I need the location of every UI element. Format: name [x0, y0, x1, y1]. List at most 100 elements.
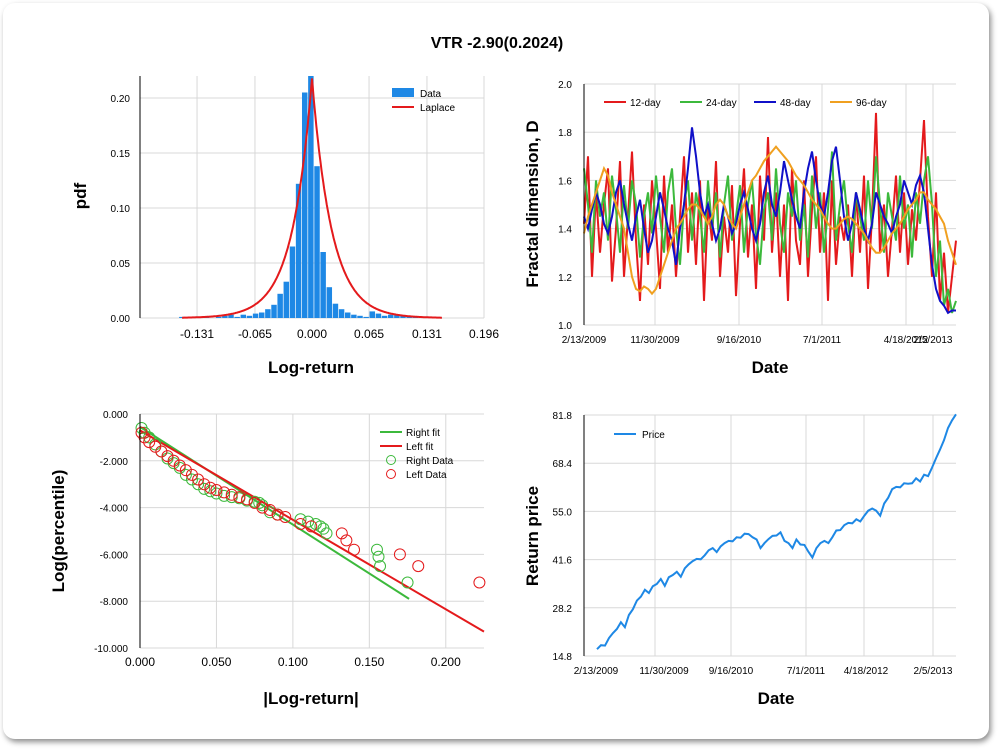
histogram-bar — [301, 92, 308, 318]
x-tick-label: 11/30/2009 — [639, 666, 689, 677]
histogram-bars — [179, 76, 419, 318]
histogram-y-label: pdf — [71, 182, 90, 209]
y-tick-label: -4.000 — [100, 504, 129, 515]
price-x-label: Date — [758, 689, 795, 708]
tail-data-point — [192, 478, 205, 491]
tail-data-point — [167, 454, 180, 467]
tail-data-point — [335, 527, 348, 540]
histogram-bar — [406, 316, 412, 318]
tail-data-point — [155, 445, 168, 458]
fractal-ticks: 1.0 1.2 1.4 1.6 1.8 2.0 2/13/2009 11/30/2009 9/1… — [558, 80, 953, 346]
histogram-bar — [228, 314, 234, 318]
tail-x-label: |Log-return| — [263, 689, 358, 708]
price-panel: 14.8 28.2 41.6 55.0 68.4 81.8 2/13/2009 11/30/2… — [523, 411, 957, 708]
tail-y-label: Log(percentile) — [49, 470, 68, 593]
tail-data-point — [370, 543, 383, 556]
tail-data-point — [143, 436, 156, 449]
fractal-series-line — [583, 145, 957, 296]
tail-data-point — [173, 459, 186, 472]
histogram-bar — [400, 315, 406, 318]
tail-data-point — [314, 520, 327, 533]
tail-data-point — [192, 473, 205, 486]
tail-data-point — [138, 431, 151, 444]
y-tick-label: 1.8 — [558, 128, 572, 139]
price-y-label: Return price — [523, 486, 542, 586]
legend-label: Left Data — [406, 470, 447, 481]
histogram-bar — [179, 316, 185, 318]
histogram-bar — [252, 313, 259, 318]
fractal-legend: 12-day 24-day 48-day 96-day — [604, 98, 887, 109]
x-tick-label: 11/30/2009 — [630, 335, 680, 346]
price-ticks: 14.8 28.2 41.6 55.0 68.4 81.8 2/13/2009 11/30/2… — [553, 411, 953, 677]
fractal-panel: 1.0 1.2 1.4 1.6 1.8 2.0 2/13/2009 11/30/2009 9/1… — [523, 80, 957, 377]
tail-data-point — [393, 548, 406, 561]
histogram-bar — [215, 316, 222, 318]
x-tick-label: 0.200 — [431, 655, 461, 669]
tail-data-point — [374, 560, 387, 573]
y-tick-label: 41.6 — [553, 556, 573, 567]
tail-data-point — [218, 489, 231, 502]
histogram-bar — [381, 315, 388, 318]
x-tick-label: 9/16/2010 — [709, 666, 754, 677]
y-tick-label: 0.10 — [111, 204, 131, 215]
figure-title: VTR -2.90(0.2024) — [431, 35, 564, 52]
histogram-bar — [363, 316, 369, 318]
tail-data-point — [198, 478, 211, 491]
legend-label: 48-day — [780, 98, 811, 109]
y-tick-label: 0.20 — [111, 94, 131, 105]
tail-data-point — [225, 488, 238, 501]
price-grid — [583, 414, 956, 657]
histogram-bar — [369, 311, 376, 318]
tail-data-point — [412, 560, 425, 573]
tail-data-point — [320, 527, 333, 540]
histogram-bar — [234, 316, 240, 318]
x-tick-label: 0.150 — [354, 655, 384, 669]
histogram-bar — [394, 314, 400, 318]
legend-swatch-data — [392, 88, 414, 97]
histogram-bar — [375, 313, 382, 318]
tail-data-point — [149, 438, 162, 451]
chart-card — [3, 3, 989, 739]
histogram-bar — [338, 309, 345, 318]
y-tick-label: 1.0 — [558, 321, 572, 332]
histogram-bar — [295, 183, 302, 318]
histogram-ticks: 0.00 0.05 0.10 0.15 0.20 -0.131 -0.065 0.000 0.0… — [111, 94, 500, 341]
histogram-panel: 0.00 0.05 0.10 0.15 0.20 -0.131 -0.065 0.000 0.0… — [71, 76, 499, 377]
histogram-bar — [289, 246, 296, 318]
tail-data-point — [210, 484, 223, 497]
x-tick-label: 4/18/2012 — [884, 335, 929, 346]
y-tick-label: 55.0 — [553, 507, 573, 518]
x-tick-label: 2/13/2009 — [574, 666, 619, 677]
price-line — [596, 413, 957, 650]
histogram-bar — [314, 166, 320, 318]
histogram-bar — [387, 314, 394, 318]
fractal-lines — [583, 112, 957, 315]
histogram-bar — [265, 309, 271, 318]
tail-data-point — [401, 576, 414, 589]
y-tick-label: 68.4 — [553, 459, 573, 470]
histogram-bar — [246, 315, 253, 318]
tail-data-point — [233, 491, 246, 504]
tail-data-point — [340, 534, 353, 547]
tail-data-point — [161, 450, 174, 463]
tail-legend: Right fit Left fit Right Data Left Data — [380, 428, 454, 481]
y-tick-label: -8.000 — [100, 597, 129, 608]
x-tick-label: 4/18/2012 — [844, 666, 889, 677]
tail-data-point — [348, 543, 361, 556]
x-tick-label: 7/1/2011 — [787, 666, 826, 677]
fractal-x-label: Date — [752, 358, 789, 377]
x-tick-label: 0.000 — [125, 655, 155, 669]
histogram-bar — [271, 304, 277, 318]
tail-panel: -10.000 -8.000 -6.000 -4.000 -2.000 0.000 0.00… — [49, 410, 486, 708]
legend-swatch — [386, 455, 396, 465]
histogram-bar — [326, 287, 333, 318]
x-tick-label: 2/13/2009 — [562, 335, 607, 346]
legend-label-data: Data — [420, 89, 442, 100]
x-tick-label: 0.050 — [201, 655, 231, 669]
histogram-x-label: Log-return — [268, 358, 354, 377]
x-tick-label: -0.065 — [238, 327, 272, 341]
tail-data-point — [185, 468, 198, 481]
histogram-bar — [283, 281, 290, 318]
histogram-legend: Data Laplace — [392, 88, 455, 114]
tail-data-point — [179, 464, 192, 477]
